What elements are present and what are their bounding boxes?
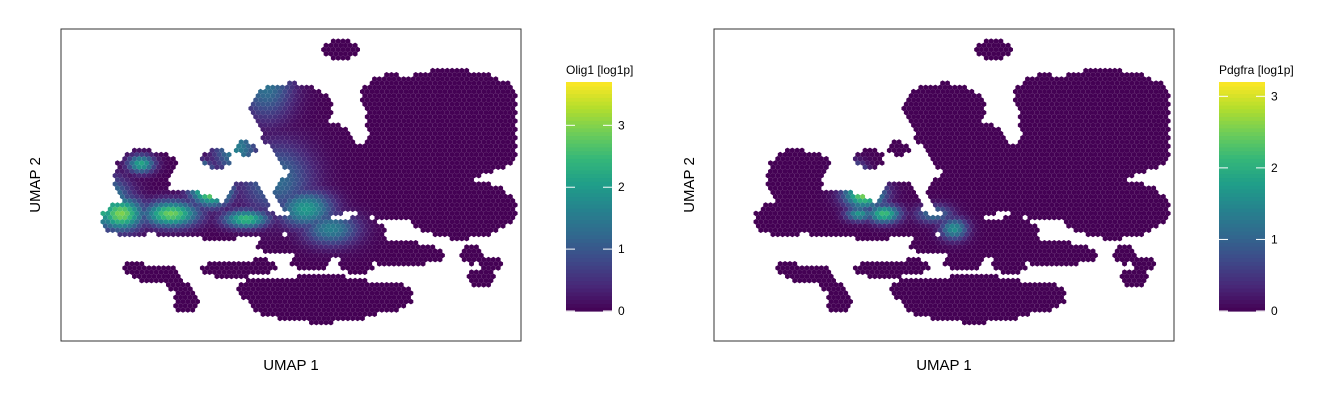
colorbar-segment [566, 292, 612, 296]
colorbar-segment [566, 200, 612, 204]
colorbar-segment [566, 277, 612, 281]
colorbar-segment [566, 135, 612, 139]
colorbar-segment [566, 288, 612, 292]
colorbar-segment [566, 86, 612, 90]
colorbar-segment [566, 143, 612, 147]
hexbin-layer-pdgfra [754, 38, 1171, 325]
colorbar-segment [566, 170, 612, 174]
colorbar-tick-label: 3 [618, 118, 625, 132]
colorbar-segment [566, 254, 612, 258]
colorbar-segment [566, 177, 612, 181]
colorbar-segment [566, 300, 612, 304]
colorbar-segment [566, 246, 612, 250]
colorbar-segment [566, 216, 612, 220]
colorbar-tick-label: 0 [618, 304, 625, 318]
colorbar-tick-label: 2 [618, 180, 625, 194]
y-axis-label: UMAP 2 [27, 157, 44, 213]
colorbar-segment [566, 120, 612, 124]
colorbar-segment [566, 90, 612, 94]
colorbar-segment [566, 82, 612, 86]
colorbar-segment [566, 158, 612, 162]
colorbar-segment [566, 181, 612, 185]
colorbar-segment [566, 303, 612, 307]
hexbin-layer-olig1 [101, 38, 518, 325]
colorbar-olig1: Olig1 [log1p] 0 1 2 3 [566, 63, 633, 318]
colorbar-segment [566, 132, 612, 136]
colorbar-segment [566, 227, 612, 231]
colorbar-segment [566, 238, 612, 242]
colorbar-segment [566, 139, 612, 143]
colorbar-segment [566, 204, 612, 208]
colorbar-segment [566, 242, 612, 246]
colorbar-segment [566, 208, 612, 212]
colorbar-segment [566, 284, 612, 288]
colorbar-segment [566, 174, 612, 178]
colorbar-title: Olig1 [log1p] [566, 63, 633, 77]
colorbar-segment [566, 219, 612, 223]
x-axis-label: UMAP 1 [263, 357, 319, 374]
colorbar-segment [566, 105, 612, 109]
colorbar-segment [566, 151, 612, 155]
colorbar-segment [566, 193, 612, 197]
colorbar-segment [566, 280, 612, 284]
colorbar-segment [566, 113, 612, 117]
colorbar-segment [566, 124, 612, 128]
colorbar-segment [566, 273, 612, 277]
colorbar-segment [566, 155, 612, 159]
colorbar-segment [566, 93, 612, 97]
colorbar-segment [566, 116, 612, 120]
colorbar-segment [566, 162, 612, 166]
colorbar-segment [566, 212, 612, 216]
colorbar-segment [566, 296, 612, 300]
colorbar-segment [566, 235, 612, 239]
colorbar-segment [566, 231, 612, 235]
colorbar-segment [566, 189, 612, 193]
colorbar-segment [566, 197, 612, 201]
colorbar-tick-label: 1 [618, 242, 625, 256]
colorbar-segment [566, 223, 612, 227]
umap-panel-olig1: UMAP 1 UMAP 2 Olig1 [log1p] 0 1 2 3 [27, 29, 633, 374]
colorbar-gradient [566, 82, 612, 312]
colorbar-segment [566, 101, 612, 105]
colorbar-segment [566, 166, 612, 170]
colorbar-segment [566, 128, 612, 132]
colorbar-segment [566, 97, 612, 101]
colorbar-segment [566, 261, 612, 265]
colorbar-segment [566, 250, 612, 254]
colorbar-segment [566, 147, 612, 151]
colorbar-segment [566, 109, 612, 113]
colorbar-segment [566, 258, 612, 262]
colorbar-segment [566, 269, 612, 273]
colorbar-segment [566, 265, 612, 269]
